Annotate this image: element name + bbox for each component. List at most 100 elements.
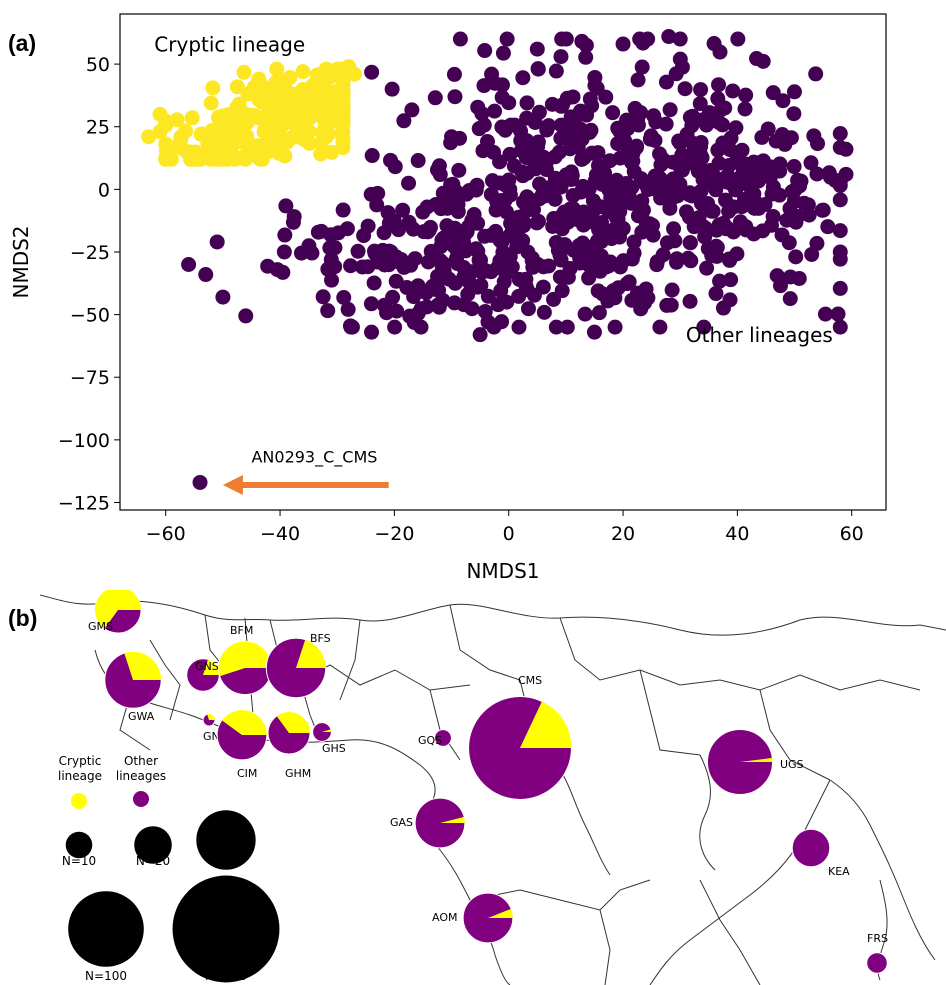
other-point xyxy=(601,204,617,220)
other-point xyxy=(396,113,412,129)
other-point xyxy=(364,324,380,340)
other-point xyxy=(364,148,380,164)
other-point xyxy=(401,175,417,191)
other-point xyxy=(830,306,846,322)
other-point xyxy=(435,185,451,201)
pie-cms: CMS xyxy=(468,674,572,800)
other-point xyxy=(285,214,301,230)
legend-other-label: Other lineages xyxy=(116,754,166,783)
other-point xyxy=(552,269,568,285)
other-point xyxy=(619,276,635,292)
plot-frame xyxy=(119,13,887,511)
site-label: GHS xyxy=(322,742,346,755)
other-point xyxy=(192,474,208,490)
other-point xyxy=(456,297,472,313)
pie-aom-cryptic-slice xyxy=(488,908,513,918)
other-point xyxy=(429,162,445,178)
cryptic-point xyxy=(324,144,340,160)
other-point xyxy=(466,207,482,223)
cryptic-point xyxy=(277,89,293,105)
other-point xyxy=(721,203,737,219)
other-point xyxy=(553,49,569,65)
scatter-points xyxy=(141,29,854,490)
other-point xyxy=(495,45,511,61)
other-point xyxy=(607,319,623,335)
cryptic-point xyxy=(229,79,245,95)
other-point xyxy=(683,155,699,171)
other-point xyxy=(677,81,693,97)
other-point xyxy=(653,157,669,173)
other-point xyxy=(515,168,531,184)
y-tick-label: 25 xyxy=(86,117,110,139)
other-point xyxy=(554,97,570,113)
other-point xyxy=(668,254,684,270)
other-point xyxy=(737,101,753,117)
other-point xyxy=(276,244,292,260)
pie-gqs-other-slice xyxy=(434,729,452,747)
other-point xyxy=(814,202,830,218)
other-point xyxy=(504,222,520,238)
y-axis-label: NMDS2 xyxy=(9,225,33,298)
other-point xyxy=(499,31,515,47)
other-point xyxy=(350,243,366,259)
cryptic-point xyxy=(205,80,221,96)
pie-frs: FRS xyxy=(866,932,888,974)
other-point xyxy=(420,254,436,270)
other-point xyxy=(376,225,392,241)
other-point xyxy=(672,31,688,47)
other-point xyxy=(728,120,744,136)
cryptic-point xyxy=(169,139,185,155)
other-point xyxy=(823,169,839,185)
other-point xyxy=(389,303,405,319)
cryptic-point xyxy=(329,61,345,77)
other-point xyxy=(765,208,781,224)
other-point xyxy=(751,200,767,216)
other-point xyxy=(662,102,678,118)
other-point xyxy=(680,250,696,266)
other-point xyxy=(562,171,578,187)
other-point xyxy=(659,297,675,313)
cryptic-point xyxy=(318,61,334,77)
site-label: AOM xyxy=(432,911,457,924)
other-point xyxy=(692,96,708,112)
legend-size-circle xyxy=(65,831,93,859)
other-point xyxy=(304,245,320,261)
pie-ugs-cryptic-slice xyxy=(740,757,773,762)
other-point xyxy=(786,84,802,100)
other-point xyxy=(468,241,484,257)
other-point xyxy=(554,208,570,224)
other-point xyxy=(809,166,825,182)
pie-kea-other-slice xyxy=(791,828,831,868)
other-point xyxy=(181,257,197,273)
other-point xyxy=(278,198,294,214)
other-point xyxy=(493,283,509,299)
other-point xyxy=(661,29,677,45)
other-point xyxy=(367,245,383,261)
other-point xyxy=(655,247,671,263)
other-point xyxy=(323,227,339,243)
other-point xyxy=(633,171,649,187)
other-point xyxy=(642,131,658,147)
other-point xyxy=(586,324,602,340)
other-point xyxy=(725,83,741,99)
other-point xyxy=(662,200,678,216)
other-point xyxy=(788,249,804,265)
y-tick-label: −50 xyxy=(70,305,110,327)
other-point xyxy=(633,301,649,317)
cryptic-point xyxy=(282,69,298,85)
other-point xyxy=(497,177,513,193)
pie-ghs: GHS xyxy=(312,722,346,755)
other-point xyxy=(667,233,683,249)
cryptic-point xyxy=(203,95,219,111)
cryptic-point xyxy=(250,149,266,165)
other-point xyxy=(715,117,731,133)
other-point xyxy=(511,236,527,252)
other-point xyxy=(615,253,631,269)
other-point xyxy=(708,238,724,254)
other-point xyxy=(652,319,668,335)
other-point xyxy=(483,227,499,243)
y-tick-label: −100 xyxy=(58,430,110,452)
other-point xyxy=(484,66,500,82)
other-point xyxy=(428,196,444,212)
other-point xyxy=(696,319,712,335)
